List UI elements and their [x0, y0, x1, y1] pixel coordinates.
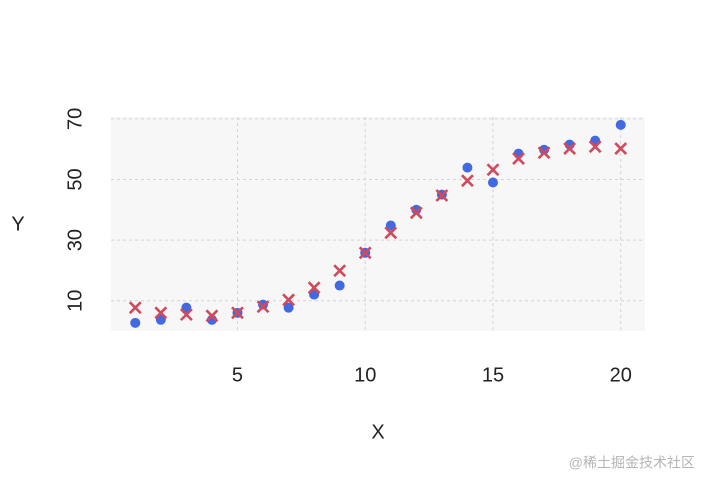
point-x: [563, 142, 577, 155]
point: [411, 204, 422, 215]
point-x: [409, 206, 423, 220]
point: [130, 317, 141, 328]
point-x: [282, 293, 295, 307]
point-x: [588, 140, 602, 154]
point: [309, 289, 320, 300]
y-tick-label: 30: [64, 229, 86, 251]
point-x: [128, 301, 142, 315]
point: [181, 302, 192, 313]
point-x: [537, 146, 551, 160]
point-x: [435, 189, 449, 202]
point: [258, 299, 269, 310]
point: [385, 220, 396, 231]
plot-panel: [111, 117, 645, 331]
x-tick-label: 15: [482, 364, 504, 386]
point-x: [614, 142, 628, 155]
point: [539, 144, 550, 155]
y-tick-label: 10: [64, 290, 86, 312]
point: [615, 119, 626, 130]
point-x: [179, 308, 193, 322]
point-x: [307, 281, 321, 295]
point-x: [154, 306, 168, 320]
point-x: [358, 246, 372, 260]
point-x: [486, 163, 500, 177]
point-x: [384, 226, 398, 240]
point: [462, 162, 473, 173]
y-tick-label: 50: [64, 168, 86, 190]
point-x: [333, 264, 347, 278]
point-x: [205, 309, 219, 323]
point: [334, 280, 345, 291]
watermark: @稀土掘金技术社区: [569, 455, 695, 471]
point-x: [512, 152, 525, 165]
point: [487, 177, 498, 188]
point: [283, 302, 294, 313]
y-axis-label: Y: [11, 213, 24, 235]
x-axis-label: X: [371, 421, 384, 443]
y-tick-label: 70: [64, 108, 86, 130]
x-tick-label: 5: [232, 364, 243, 386]
x-tick-label: 20: [610, 364, 632, 386]
point-x: [461, 174, 474, 188]
point-x: [256, 300, 270, 314]
point-x: [231, 306, 244, 320]
point: [155, 314, 166, 325]
x-tick-label: 10: [354, 364, 376, 386]
